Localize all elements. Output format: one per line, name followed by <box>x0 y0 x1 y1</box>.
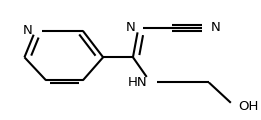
Text: HN: HN <box>128 76 147 89</box>
Text: OH: OH <box>238 100 258 113</box>
Text: N: N <box>22 24 32 37</box>
Text: N: N <box>211 21 221 34</box>
Text: N: N <box>125 21 135 34</box>
